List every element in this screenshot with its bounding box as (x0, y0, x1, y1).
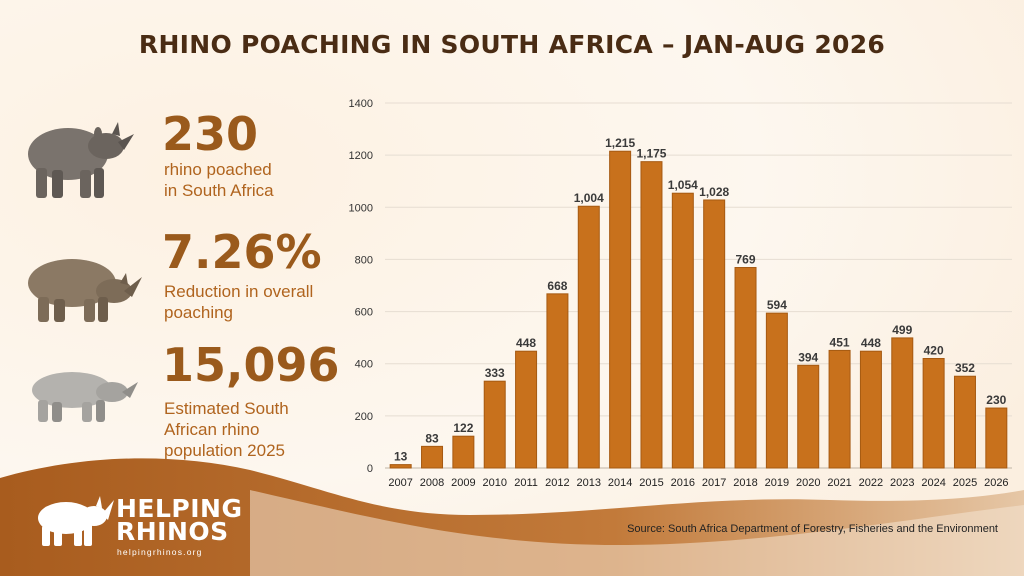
x-tick-label: 2007 (388, 477, 412, 489)
x-tick-label: 2016 (671, 477, 695, 489)
stat-label-reduction-1: Reduction in overall (164, 282, 314, 301)
data-label: 333 (485, 366, 505, 380)
source-note: Source: South Africa Department of Fores… (627, 523, 998, 535)
stat-value-population: 15,096 (162, 338, 340, 392)
x-tick-label: 2015 (639, 477, 663, 489)
stat-label-population-3: population 2025 (164, 441, 286, 460)
data-label: 448 (516, 336, 536, 350)
x-tick-label: 2013 (577, 477, 601, 489)
page-title: RHINO POACHING IN SOUTH AFRICA – JAN-AUG… (138, 30, 886, 59)
data-label: 83 (425, 431, 439, 445)
data-label: 420 (924, 344, 944, 358)
bar (703, 199, 726, 469)
bar (640, 161, 663, 469)
stat-label-population-1: Estimated South (164, 399, 289, 418)
x-tick-label: 2018 (733, 477, 757, 489)
y-tick-label: 1200 (349, 150, 373, 162)
data-label: 451 (830, 335, 850, 349)
bar (859, 350, 882, 469)
bar (389, 464, 412, 469)
bar (765, 312, 788, 469)
y-tick-label: 1400 (349, 98, 373, 110)
x-tick-label: 2011 (514, 477, 538, 489)
white-rhino-icon (28, 259, 142, 322)
data-label: 1,054 (668, 178, 698, 192)
bar (797, 364, 820, 469)
stat-value-poached: 230 (162, 107, 259, 161)
data-label: 230 (986, 393, 1006, 407)
bar (891, 337, 914, 469)
bar (421, 445, 444, 469)
x-tick-label: 2020 (796, 477, 820, 489)
data-label: 122 (453, 421, 473, 435)
brand-url: helpingrhinos.org (117, 547, 203, 557)
x-tick-label: 2012 (545, 477, 569, 489)
y-tick-label: 0 (367, 463, 373, 475)
data-label: 499 (892, 323, 912, 337)
bar (953, 375, 976, 469)
x-tick-label: 2022 (859, 477, 883, 489)
data-label: 1,175 (636, 147, 666, 161)
rhino-icon (32, 372, 138, 422)
data-label: 594 (767, 298, 787, 312)
brand-name-line2: RHINOS (116, 517, 229, 546)
y-tick-label: 200 (355, 411, 373, 423)
stat-label-poached-1: rhino poached (164, 160, 272, 179)
data-label: 769 (736, 253, 756, 267)
black-rhino-icon (28, 122, 134, 198)
data-label: 394 (798, 350, 818, 364)
x-tick-label: 2017 (702, 477, 726, 489)
data-label: 448 (861, 336, 881, 350)
bar (734, 267, 757, 469)
bar (546, 293, 569, 469)
data-label: 352 (955, 361, 975, 375)
stat-value-reduction: 7.26% (162, 225, 322, 279)
data-label: 668 (547, 279, 567, 293)
x-tick-label: 2023 (890, 477, 914, 489)
stat-label-reduction-2: poaching (164, 303, 234, 322)
x-tick-label: 2024 (921, 477, 945, 489)
y-tick-label: 600 (355, 307, 373, 319)
bar (922, 358, 945, 469)
brand-name-line1: HELPING (116, 494, 243, 523)
bar (671, 192, 694, 469)
y-tick-label: 1000 (349, 202, 373, 214)
bar (828, 349, 851, 469)
bar (452, 435, 475, 469)
data-label: 1,004 (574, 191, 604, 205)
x-tick-label: 2021 (827, 477, 851, 489)
stat-label-poached-2: in South Africa (164, 181, 274, 200)
data-label: 1,215 (605, 136, 635, 150)
bar (515, 350, 538, 469)
x-tick-label: 2008 (420, 477, 444, 489)
data-label: 13 (394, 450, 408, 464)
y-tick-label: 800 (355, 254, 373, 266)
bar (985, 407, 1008, 469)
bar (609, 150, 632, 469)
x-tick-label: 2026 (984, 477, 1008, 489)
bar (577, 205, 600, 469)
x-tick-label: 2019 (765, 477, 789, 489)
data-label: 1,028 (699, 185, 729, 199)
rhino-logo-icon (38, 496, 114, 546)
x-tick-label: 2009 (451, 477, 475, 489)
stat-label-population-2: African rhino (164, 420, 260, 439)
x-tick-label: 2014 (608, 477, 632, 489)
x-tick-label: 2025 (953, 477, 977, 489)
y-tick-label: 400 (355, 359, 373, 371)
bar (483, 380, 506, 469)
x-tick-label: 2010 (482, 477, 506, 489)
